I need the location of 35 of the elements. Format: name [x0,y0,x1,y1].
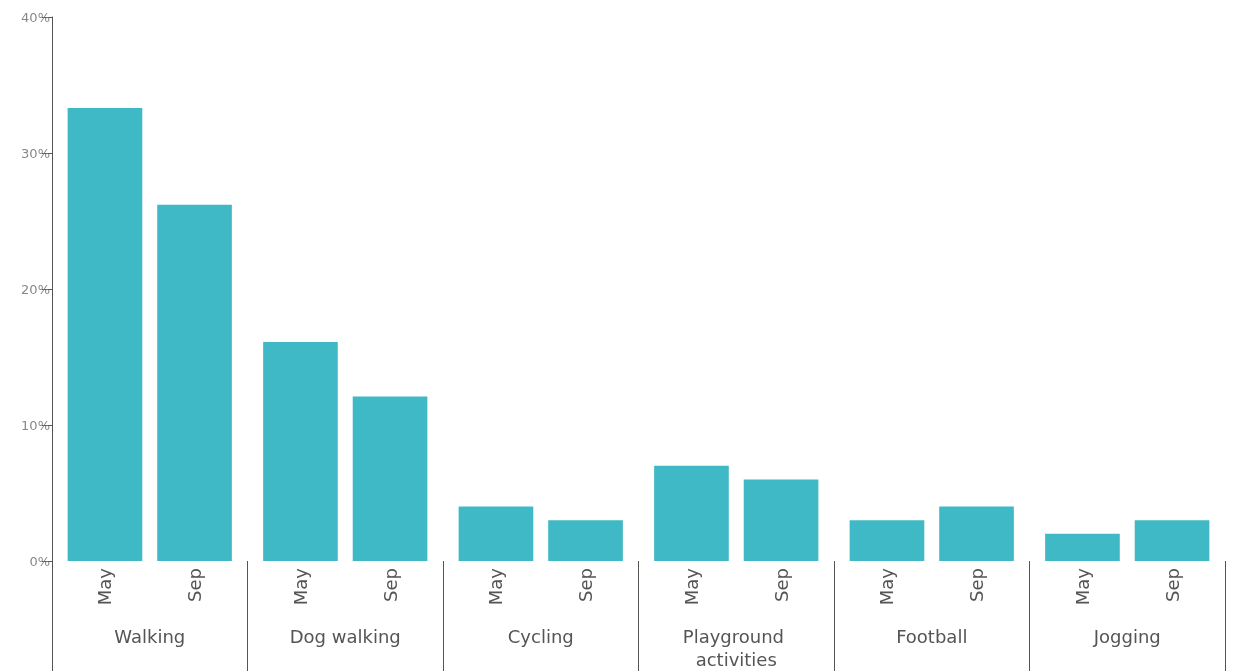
y-tick-label: 20% [21,281,50,297]
text: Sep [770,568,792,602]
x-tick-label: Football [896,626,968,647]
bar [654,465,729,561]
bar [157,204,232,561]
bar [458,506,534,561]
bar [1134,520,1210,561]
text: May [876,568,898,606]
bar [352,396,428,561]
text: May [680,568,702,606]
text: Sep [379,568,401,602]
y-tick-label: 0% [29,553,50,569]
y-tick-label: 30% [21,145,50,161]
text: May [485,568,507,606]
text: May [94,567,116,606]
text: Sep [1161,568,1183,602]
text: Sep [575,568,597,602]
bar [548,520,623,561]
bar [939,506,1014,561]
bar [67,108,143,561]
y-tick-label: 10% [21,417,50,433]
x-tick-label: Cycling [507,626,574,647]
y-tick-label: 40% [21,9,50,25]
text: Sep [966,568,988,602]
bar [1045,533,1120,561]
x-tick-label: Playground activities [682,626,790,670]
bar [849,520,925,561]
bar [263,342,338,561]
bar [743,479,819,561]
text: May [289,568,311,606]
x-tick-label: Jogging [1092,626,1161,647]
x-tick-label: Dog walking [289,626,401,647]
text: Sep [184,568,206,602]
x-tick-label: Walking [114,626,186,647]
text: May [1071,568,1093,606]
